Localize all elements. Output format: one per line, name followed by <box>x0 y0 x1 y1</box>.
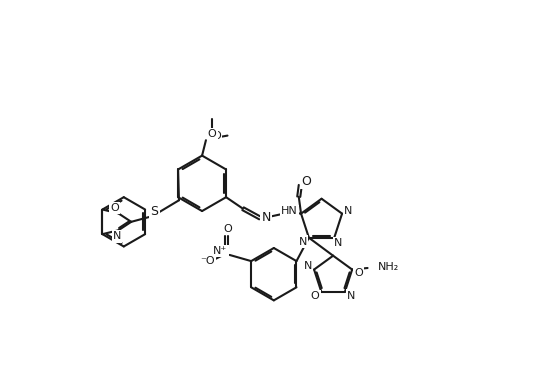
Text: O: O <box>311 291 319 301</box>
Text: ⁻O: ⁻O <box>200 256 214 266</box>
Text: O: O <box>110 203 119 213</box>
Text: N: N <box>262 211 271 225</box>
Text: N⁺: N⁺ <box>213 246 227 256</box>
Text: N: N <box>344 206 352 216</box>
Text: N: N <box>304 261 312 271</box>
Text: O: O <box>302 175 311 188</box>
Text: O: O <box>208 129 217 139</box>
Text: N: N <box>304 261 312 272</box>
Text: N: N <box>299 237 307 247</box>
Text: S: S <box>150 205 158 218</box>
Text: O: O <box>212 131 221 141</box>
Text: O: O <box>354 268 363 278</box>
Text: N: N <box>347 290 355 300</box>
Text: N: N <box>347 291 355 301</box>
Text: HN: HN <box>281 206 297 216</box>
Text: NH₂: NH₂ <box>378 262 399 272</box>
Text: O: O <box>224 224 233 234</box>
Text: N: N <box>334 238 343 248</box>
Text: N: N <box>113 231 121 241</box>
